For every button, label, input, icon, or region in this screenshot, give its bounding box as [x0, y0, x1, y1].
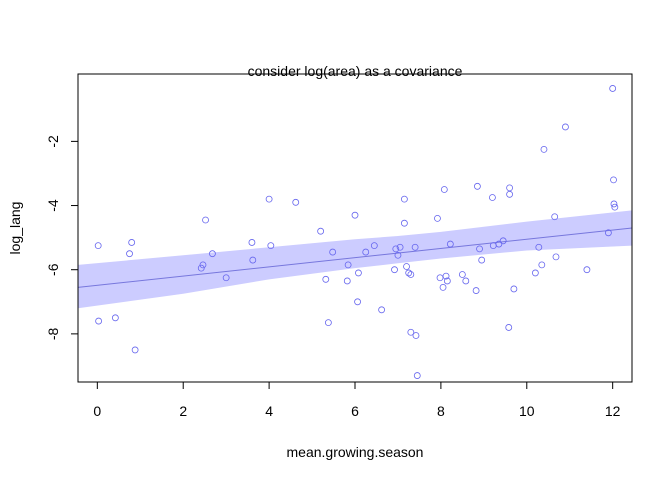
data-point	[249, 256, 257, 264]
data-points-layer	[94, 85, 619, 379]
data-point	[267, 242, 275, 250]
data-point	[317, 227, 325, 235]
data-point	[440, 186, 448, 193]
data-point	[394, 251, 402, 259]
data-point	[248, 239, 256, 246]
data-point	[391, 266, 398, 274]
data-point	[495, 240, 503, 248]
data-point	[583, 266, 591, 274]
data-point	[324, 319, 332, 327]
data-point	[392, 245, 400, 253]
data-point	[412, 332, 420, 339]
data-point	[407, 271, 415, 278]
data-point	[562, 123, 569, 131]
data-point	[535, 243, 543, 251]
data-point	[609, 85, 617, 92]
data-point	[540, 145, 548, 153]
y-axis-label: log_lang	[7, 202, 23, 255]
data-point	[265, 195, 273, 203]
data-point	[472, 287, 480, 294]
data-point	[355, 269, 362, 277]
data-point	[436, 274, 444, 282]
data-point	[344, 261, 352, 269]
data-point	[439, 283, 447, 291]
data-point	[131, 346, 139, 354]
y-tick-label: -6	[45, 263, 61, 276]
data-point	[499, 237, 507, 245]
data-point	[489, 194, 496, 201]
data-point	[94, 242, 102, 250]
y-tick-label: -2	[45, 135, 61, 148]
data-point	[222, 274, 230, 282]
data-point	[128, 239, 136, 246]
y-tick-label: -4	[45, 199, 61, 212]
x-tick-label: 0	[93, 403, 101, 419]
x-tick-label: 8	[437, 403, 445, 419]
data-point	[362, 248, 370, 256]
data-point	[531, 269, 539, 277]
data-point	[378, 306, 386, 314]
data-point	[478, 256, 486, 264]
data-point	[322, 275, 330, 283]
data-point	[199, 261, 207, 269]
confidence-band-layer	[78, 210, 632, 309]
data-point	[292, 198, 300, 206]
data-point	[505, 324, 513, 331]
x-axis-label: mean.growing.season	[287, 444, 424, 460]
data-point	[396, 243, 404, 251]
data-point	[510, 285, 518, 293]
data-point	[209, 250, 216, 258]
data-point	[95, 317, 103, 325]
data-point	[473, 182, 481, 190]
data-point	[443, 277, 451, 285]
data-point	[462, 277, 470, 285]
data-point	[610, 176, 617, 184]
data-point	[442, 272, 450, 280]
data-point	[407, 328, 415, 336]
data-point	[329, 248, 337, 256]
data-point	[351, 211, 359, 219]
x-tick-label: 12	[605, 403, 621, 419]
data-point	[197, 264, 205, 272]
data-point	[111, 314, 119, 322]
confidence-band	[78, 210, 632, 309]
data-point	[476, 245, 483, 253]
data-point	[343, 277, 351, 285]
data-point	[552, 253, 560, 261]
chart-title: consider log(area) as a covariance	[248, 63, 463, 79]
x-tick-label: 6	[351, 403, 359, 419]
data-point	[411, 243, 419, 251]
x-tick-label: 4	[265, 403, 273, 419]
x-tick-label: 10	[519, 403, 535, 419]
data-point	[551, 213, 559, 221]
y-tick-label: -8	[45, 327, 61, 340]
data-point	[506, 190, 514, 198]
data-point	[370, 242, 378, 250]
x-axis: 0 2 4 6 8 10 12	[93, 382, 621, 419]
data-point	[506, 184, 514, 192]
data-point	[610, 200, 618, 208]
y-axis: -8 -6 -4 -2	[45, 135, 78, 340]
data-point	[458, 271, 466, 278]
fit-line	[77, 227, 633, 288]
data-point	[202, 216, 209, 224]
data-point	[413, 372, 421, 379]
data-point	[126, 250, 133, 258]
data-point	[611, 203, 619, 211]
data-point	[400, 219, 408, 227]
data-point	[403, 263, 410, 270]
data-point	[446, 240, 454, 248]
x-tick-label: 2	[179, 403, 187, 419]
data-point	[405, 269, 413, 277]
data-point	[604, 229, 612, 237]
data-point	[400, 195, 408, 203]
data-point	[538, 261, 546, 269]
data-point	[434, 214, 441, 222]
data-point	[354, 298, 361, 306]
fit-line-layer	[77, 227, 633, 288]
